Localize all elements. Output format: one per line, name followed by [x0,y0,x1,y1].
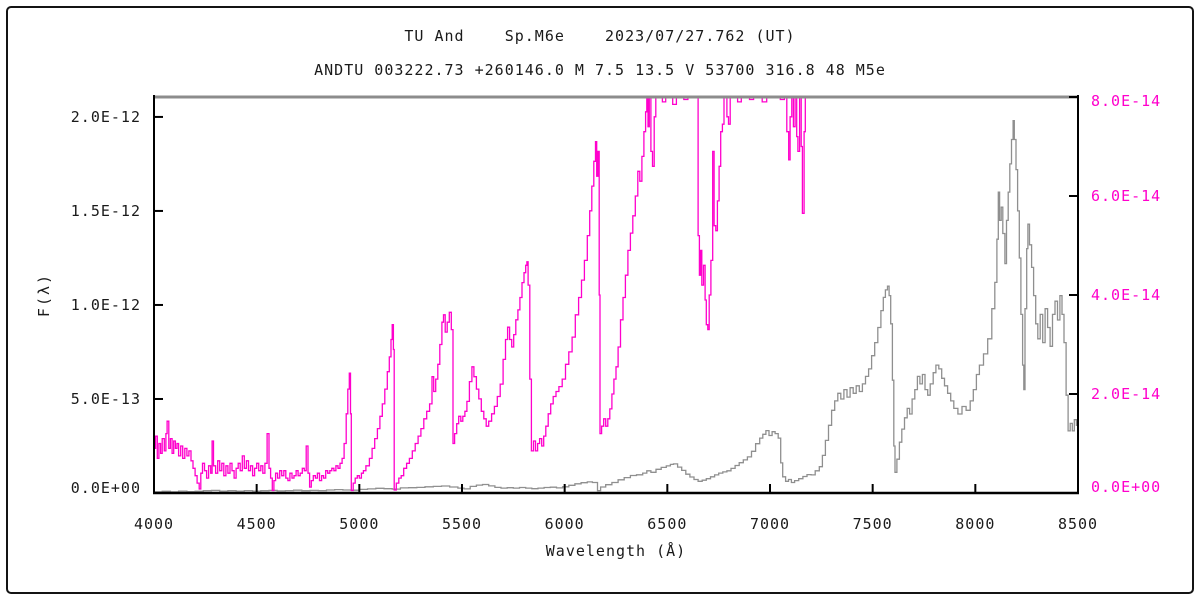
y-right-tick-label: 0.0E+00 [1091,478,1162,496]
x-tick-label: 4000 [133,515,175,533]
x-tick-label: 4500 [236,515,277,533]
y-right-tick-label: 2.0E-14 [1091,385,1162,403]
chart-subtitle: ANDTU 003222.73 +260146.0 M 7.5 13.5 V 5… [314,61,886,79]
chart-title: TU And Sp.M6e 2023/07/27.762 (UT) [404,27,796,45]
x-axis-title: Wavelength (Å) [545,542,687,560]
magenta-spectrum-trace [154,96,806,492]
x-tick-label: 5500 [441,515,483,533]
x-tick-label: 8500 [1057,515,1099,533]
y-right-tick-label: 6.0E-14 [1091,187,1162,205]
gray-spectrum-trace [154,120,1079,493]
x-tick-label: 8000 [955,515,996,533]
x-tick-label: 6000 [544,515,585,533]
y-axis-title: F(λ) [35,272,53,318]
y-left-tick-label: 2.0E-12 [70,107,141,126]
x-tick-label: 7500 [852,515,893,533]
x-tick-label: 7000 [749,515,791,533]
y-left-tick-label: 1.0E-12 [70,295,141,314]
y-left-tick-label: 1.5E-12 [70,201,141,220]
y-left-tick-label: 0.0E+00 [70,479,141,497]
y-right-tick-label: 4.0E-14 [1091,286,1162,304]
y-left-tick-label: 5.0E-13 [70,389,141,408]
y-right-tick-label: 8.0E-14 [1091,92,1162,110]
x-tick-label: 5000 [339,515,380,533]
x-tick-label: 6500 [647,515,688,533]
